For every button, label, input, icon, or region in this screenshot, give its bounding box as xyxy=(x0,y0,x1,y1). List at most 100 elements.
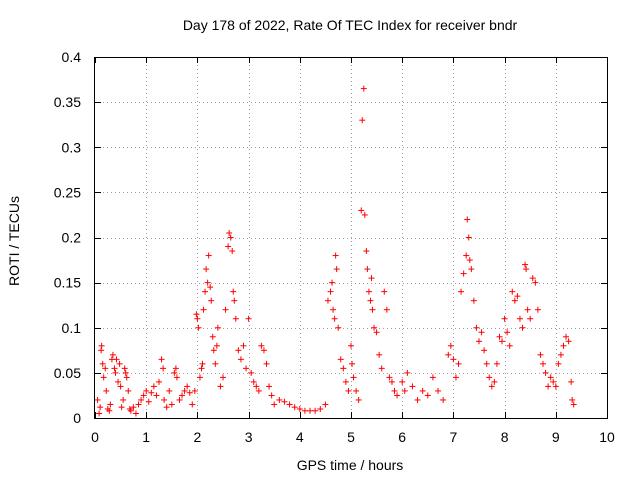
data-point xyxy=(568,378,575,385)
data-point xyxy=(116,360,123,367)
data-point xyxy=(358,207,365,214)
data-point xyxy=(172,365,179,372)
data-point xyxy=(369,306,376,313)
data-point xyxy=(391,387,398,394)
data-point xyxy=(342,378,349,385)
data-point xyxy=(468,266,475,273)
data-point xyxy=(198,365,205,372)
data-point xyxy=(212,360,219,367)
data-point xyxy=(168,401,175,408)
data-point xyxy=(364,266,371,273)
x-tick-label: 9 xyxy=(552,429,560,445)
data-point xyxy=(555,360,562,367)
data-point xyxy=(353,387,360,394)
data-point xyxy=(276,396,283,403)
data-point xyxy=(523,266,530,273)
y-tick-label: 0.25 xyxy=(54,184,81,200)
data-point xyxy=(542,369,549,376)
data-point xyxy=(286,401,293,408)
data-point xyxy=(373,329,380,336)
data-point xyxy=(125,387,132,394)
data-point xyxy=(109,351,116,358)
data-point xyxy=(204,279,211,286)
data-point xyxy=(399,378,406,385)
data-point xyxy=(225,243,232,250)
data-point xyxy=(220,374,226,381)
data-point xyxy=(163,404,170,411)
data-point xyxy=(232,315,239,322)
data-point xyxy=(419,387,426,394)
data-point xyxy=(99,360,106,367)
axis-ticks xyxy=(95,57,608,419)
data-point xyxy=(350,374,357,381)
data-point xyxy=(330,306,337,313)
data-point xyxy=(240,342,247,349)
data-point xyxy=(230,288,237,295)
data-point xyxy=(210,347,217,354)
data-point xyxy=(117,383,124,390)
data-point xyxy=(332,252,339,259)
data-point xyxy=(200,306,207,313)
data-point xyxy=(229,248,236,255)
data-point xyxy=(409,383,416,390)
data-point xyxy=(291,404,298,411)
x-tick-label: 1 xyxy=(142,429,150,445)
data-point xyxy=(329,279,336,286)
data-point xyxy=(337,356,344,363)
grid-lines xyxy=(95,57,607,418)
data-point xyxy=(266,383,273,390)
data-point xyxy=(209,333,216,340)
data-point xyxy=(348,342,354,349)
data-point xyxy=(160,365,167,372)
data-point xyxy=(363,248,370,255)
data-point xyxy=(208,297,215,304)
data-point xyxy=(429,374,436,381)
data-point xyxy=(463,252,470,259)
data-point xyxy=(189,401,196,408)
data-point xyxy=(243,365,250,372)
data-point xyxy=(527,315,534,322)
y-tick-label: 0 xyxy=(73,410,81,426)
data-point xyxy=(478,329,485,336)
x-tick-label: 7 xyxy=(450,429,458,445)
data-point xyxy=(368,275,375,282)
data-point xyxy=(383,306,390,313)
data-point xyxy=(322,401,329,408)
data-point xyxy=(281,398,288,405)
data-point xyxy=(207,284,214,291)
data-point xyxy=(253,383,260,390)
data-point xyxy=(367,297,374,304)
y-tick-label: 0.1 xyxy=(62,320,82,336)
data-point xyxy=(552,383,559,390)
y-tick-label: 0.4 xyxy=(62,49,82,65)
data-point xyxy=(522,261,529,268)
data-point xyxy=(447,342,454,349)
data-point xyxy=(107,401,114,408)
data-point xyxy=(569,396,576,403)
data-point xyxy=(511,297,518,304)
data-point xyxy=(226,229,233,236)
data-point xyxy=(476,338,482,345)
data-point xyxy=(231,297,238,304)
data-point xyxy=(493,360,500,367)
data-point xyxy=(371,324,378,331)
data-point xyxy=(94,396,101,403)
data-point xyxy=(202,288,209,295)
data-point xyxy=(547,374,554,381)
data-point xyxy=(501,315,508,322)
data-point xyxy=(450,356,457,363)
data-point xyxy=(349,360,356,367)
data-point xyxy=(331,315,338,322)
data-point xyxy=(504,329,511,336)
data-point xyxy=(118,404,125,411)
data-point xyxy=(570,401,577,408)
data-point xyxy=(260,347,267,354)
data-point xyxy=(509,288,516,295)
data-point xyxy=(122,369,129,376)
data-point xyxy=(96,410,103,417)
data-point xyxy=(335,324,342,331)
data-point xyxy=(486,374,493,381)
x-tick-labels: 0 1 2 3 4 5 6 7 8 9 10 xyxy=(91,429,615,445)
data-point xyxy=(148,389,155,396)
data-point xyxy=(123,374,130,381)
